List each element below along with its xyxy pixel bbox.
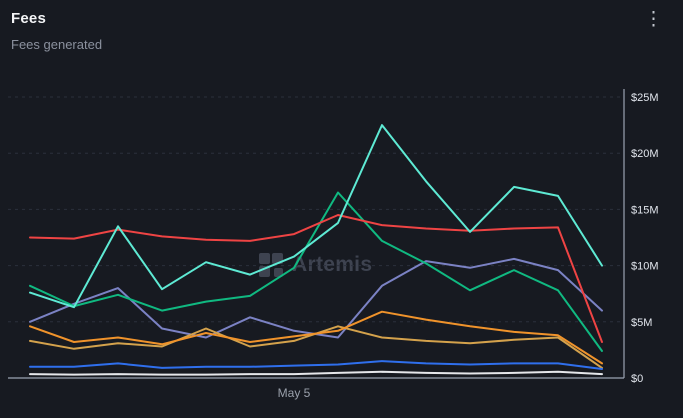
series-line-white — [29, 370, 603, 376]
y-axis-label: $5M — [631, 317, 652, 329]
series-line-red — [29, 214, 603, 343]
y-axis-label: $10M — [631, 261, 659, 273]
watermark-text: Artemis — [292, 253, 373, 276]
y-axis-label: $15M — [631, 204, 659, 216]
y-axis-label: $25M — [631, 92, 659, 104]
y-axis-label: $0 — [631, 373, 643, 385]
page-subtitle: Fees generated — [11, 37, 103, 52]
x-axis-label: May 5 — [278, 386, 311, 400]
series-line-teal — [29, 124, 603, 309]
series-line-orange — [29, 310, 603, 365]
series-line-green — [29, 191, 603, 352]
series-line-blue — [29, 360, 603, 370]
artemis-watermark: Artemis — [258, 252, 372, 278]
y-axis-label: $20M — [631, 148, 659, 160]
kebab-menu-icon[interactable]: ⋮ — [644, 9, 663, 30]
page-title: Fees — [11, 10, 46, 27]
card-header: Fees Fees generated ⋮ — [0, 0, 683, 60]
